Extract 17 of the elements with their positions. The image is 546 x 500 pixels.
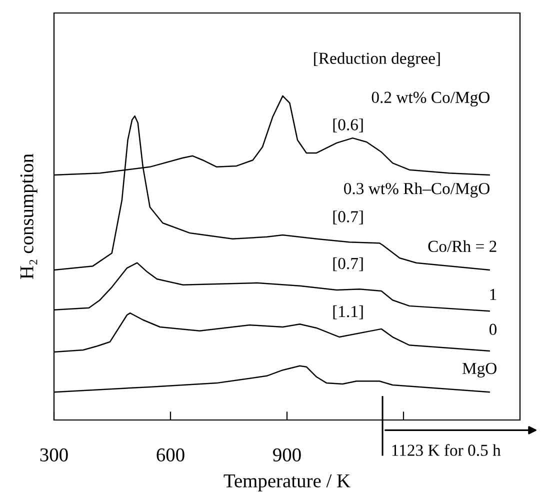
x-tick-label: 600 <box>156 448 184 462</box>
series-label: 1 <box>490 288 496 300</box>
series-label: 0 <box>489 324 497 336</box>
annotation: [0.7] <box>333 257 363 272</box>
y-axis-title: H₂ consumption <box>20 154 38 280</box>
text: 0.2 wt% Co/MgO <box>372 92 490 106</box>
text: [Reduction degree] <box>314 52 440 68</box>
annotation: 0.3 wt% Rh–Co/MgO <box>344 182 490 198</box>
annotation: [1.1] <box>333 305 363 320</box>
annotation: [0.7] <box>333 210 363 224</box>
x-axis-title: Temperature / K <box>224 474 350 492</box>
series-label: Co/Rh = 2 <box>428 240 496 252</box>
series-label: MgO <box>462 362 496 378</box>
annotation: [0.6] <box>333 118 363 132</box>
x-tick-label: 300 <box>40 448 68 462</box>
ref-line-label: 1123 K for 0.5 h <box>392 444 501 456</box>
x-tick-label: 900 <box>273 448 301 462</box>
